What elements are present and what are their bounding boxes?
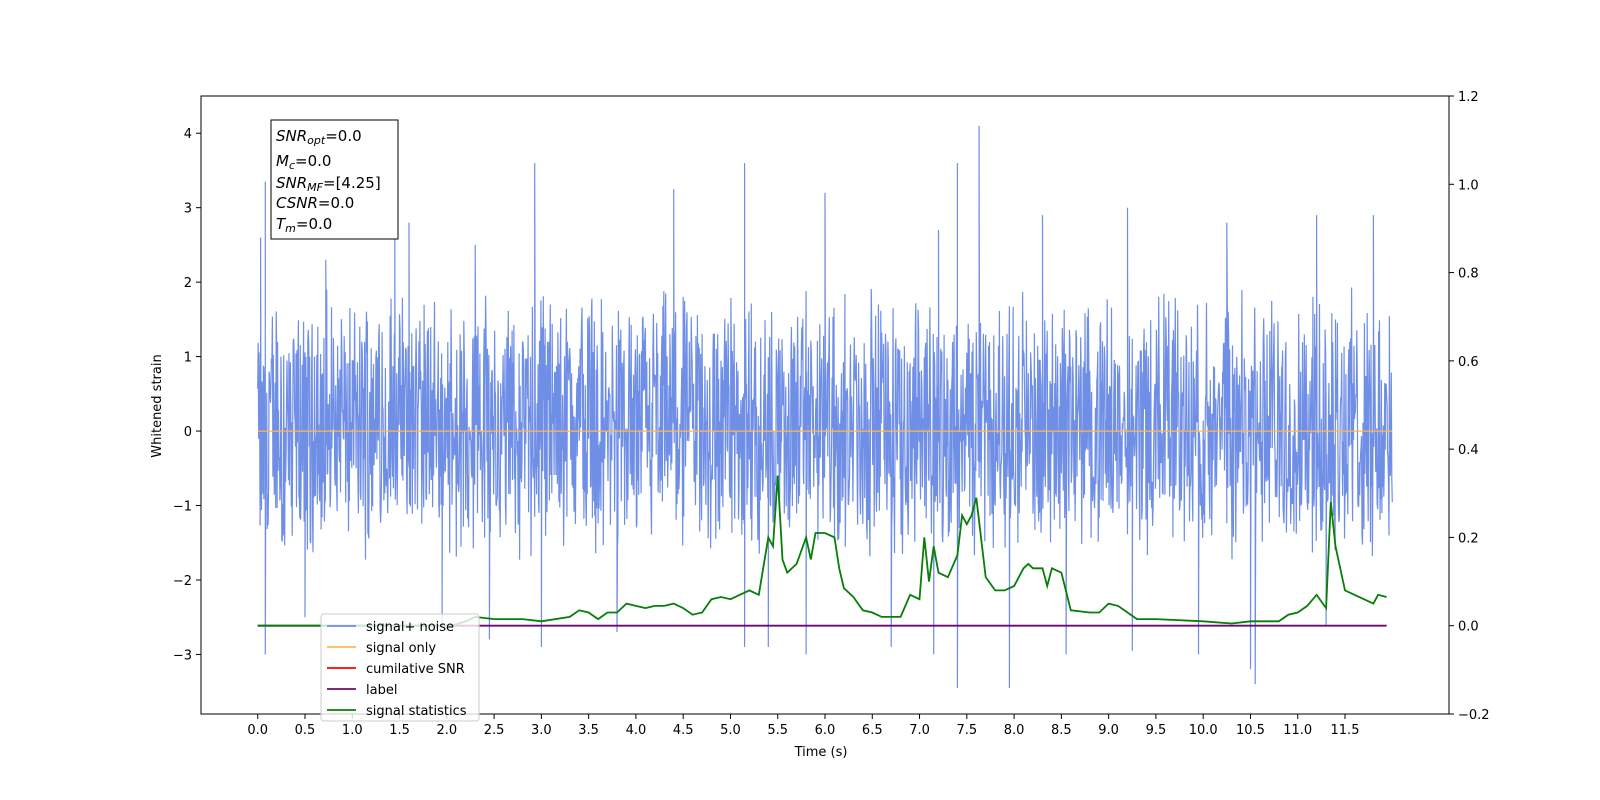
y2-tick-label: 0.6 [1458, 355, 1479, 370]
x-tick-label: 0.0 [247, 723, 268, 738]
y2-tick-label: 0.4 [1458, 443, 1479, 458]
signal-statistics-line [257, 475, 1387, 627]
legend-label-signal-noise: signal+ noise [366, 620, 454, 635]
y2-tick-label: 0.8 [1458, 267, 1479, 282]
signal-noise-series [257, 125, 1393, 688]
legend: signal+ noise signal only cumilative SNR… [320, 613, 480, 722]
y2-tick-label: −0.2 [1458, 708, 1490, 723]
legend-frame [320, 613, 480, 722]
x-tick-label: 9.5 [1146, 723, 1167, 738]
x-tick-label: 5.0 [720, 723, 741, 738]
x-tick-label: 8.0 [1004, 723, 1025, 738]
x-tick-label: 3.5 [578, 723, 599, 738]
stats-snr-opt: SNRopt=0.0 [276, 127, 362, 147]
x-tick-label: 4.5 [673, 723, 694, 738]
x-tick-label: 2.5 [484, 723, 505, 738]
x-tick-label: 8.5 [1051, 723, 1072, 738]
x-tick-label: 10.5 [1236, 723, 1265, 738]
stats-box-frame [270, 119, 399, 240]
x-tick-label: 11.5 [1331, 723, 1360, 738]
x-tick-label: 11.0 [1283, 723, 1312, 738]
x-tick-label: 3.0 [531, 723, 552, 738]
y-tick-label: 1 [184, 351, 192, 366]
x-tick-label: 4.0 [626, 723, 647, 738]
x-tick-label: 7.5 [956, 723, 977, 738]
y-tick-label: 0 [184, 425, 192, 440]
x-tick-label: 6.0 [815, 723, 836, 738]
y-tick-label: −1 [173, 500, 192, 515]
x-tick-label: 5.5 [767, 723, 788, 738]
x-tick-label: 9.0 [1098, 723, 1119, 738]
x-tick-label: 1.5 [389, 723, 410, 738]
legend-label-cumulative-snr: cumilative SNR [366, 662, 465, 677]
stats-snr-mf: SNRMF=[4.25] [276, 174, 381, 194]
y-tick-label: 4 [184, 127, 192, 142]
stats-mc: Mc=0.0 [276, 152, 331, 172]
y2-tick-label: 0.0 [1458, 620, 1479, 635]
y-tick-label: −3 [173, 648, 192, 663]
x-tick-label: 10.0 [1189, 723, 1218, 738]
legend-label-signal-statistics: signal statistics [366, 704, 467, 719]
signal-noise-line [257, 125, 1393, 688]
y-tick-label: 3 [184, 202, 192, 217]
stats-tm: Tm=0.0 [276, 215, 332, 235]
x-tick-label: 7.0 [909, 723, 930, 738]
y2-tick-label: 0.2 [1458, 531, 1479, 546]
x-axis-label: Time (s) [794, 745, 848, 760]
stats-box: SNRopt=0.0 Mc=0.0 SNRMF=[4.25] CSNR=0.0 … [270, 119, 399, 240]
y2-tick-label: 1.2 [1458, 90, 1479, 105]
y-tick-label: 2 [184, 276, 192, 291]
y-axis-ticks: 4 3 2 1 0 −1 −2 −3 [173, 127, 201, 663]
x-tick-label: 1.0 [342, 723, 363, 738]
y-axis-label: Whitened strain [150, 354, 165, 457]
y2-tick-label: 1.0 [1458, 178, 1479, 193]
x-tick-label: 6.5 [862, 723, 883, 738]
legend-label-label: label [366, 683, 397, 698]
y2-axis-ticks: 1.2 1.0 0.8 0.6 0.4 0.2 0.0 −0.2 [1449, 90, 1490, 723]
legend-label-signal-only: signal only [366, 641, 436, 656]
stats-csnr: CSNR=0.0 [276, 194, 354, 212]
x-tick-label: 0.5 [295, 723, 316, 738]
x-tick-label: 2.0 [436, 723, 457, 738]
x-axis-ticks: 0.0 0.5 1.0 1.5 2.0 2.5 3.0 3.5 4.0 4.5 5.0 5.5 6.0 6… [247, 714, 1359, 738]
y-tick-label: −2 [173, 574, 192, 589]
